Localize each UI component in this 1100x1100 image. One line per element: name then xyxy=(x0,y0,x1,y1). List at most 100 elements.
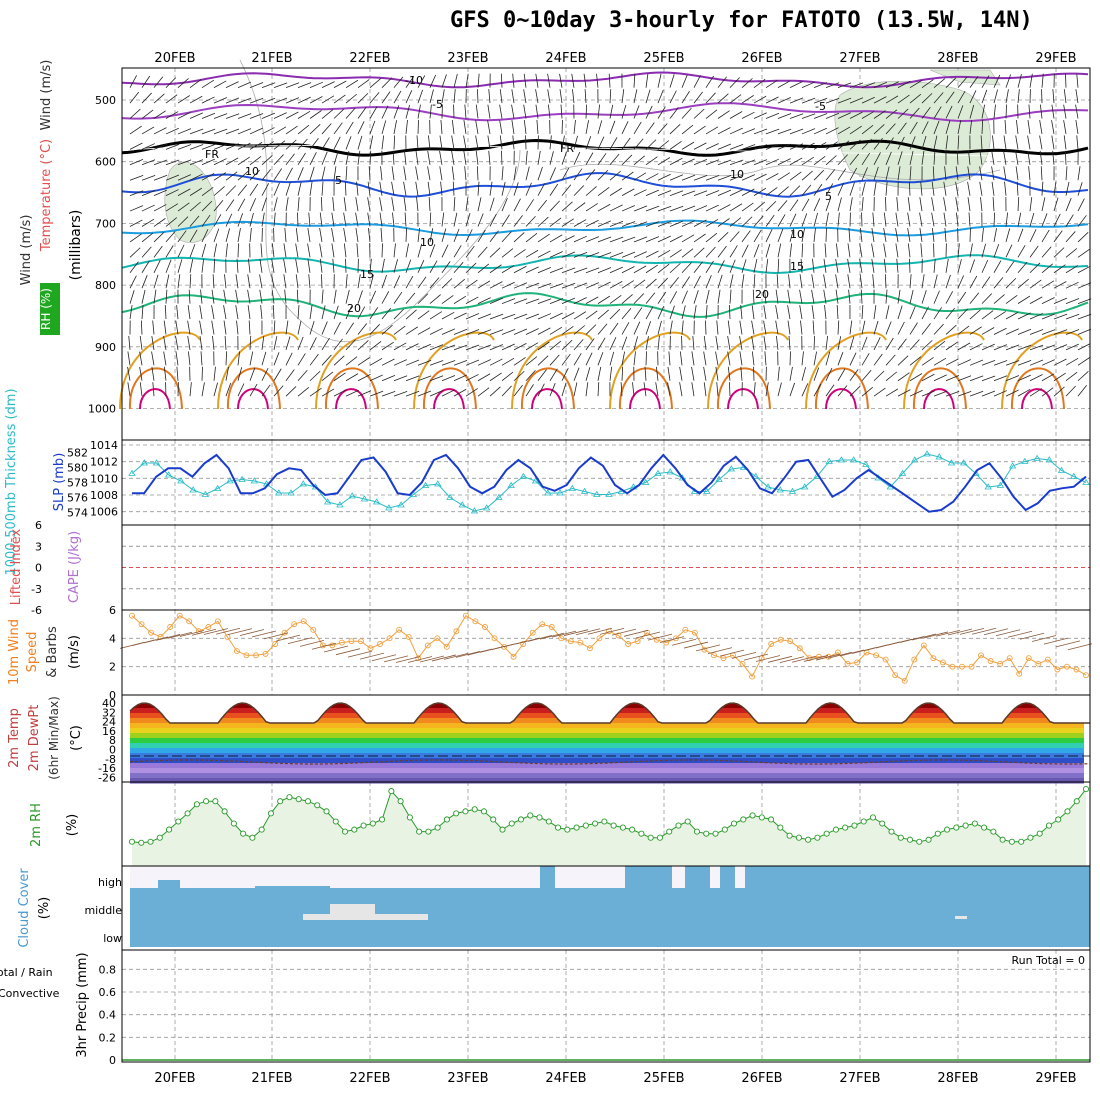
wind-barb xyxy=(1041,297,1055,304)
wind-barb xyxy=(933,258,936,273)
wind-barb xyxy=(645,122,655,135)
wind-barb xyxy=(357,306,366,320)
cloud-high-clear xyxy=(255,866,330,886)
wind-barb xyxy=(969,292,980,304)
wind-barb xyxy=(129,125,142,135)
wind-barb xyxy=(417,227,421,242)
wind-barb xyxy=(585,104,588,119)
wind-barb xyxy=(441,375,456,382)
wind-barb xyxy=(356,243,359,258)
wind-barb xyxy=(153,127,167,135)
wind-barb xyxy=(1065,166,1068,181)
wind-barb xyxy=(609,220,624,227)
wind-barb xyxy=(261,82,276,89)
wind-barb xyxy=(1005,277,1017,289)
wind-barb xyxy=(513,313,528,320)
wind-barb xyxy=(1017,295,1031,304)
wind-barb xyxy=(153,260,161,273)
wind-barb xyxy=(1063,104,1067,119)
wind-barb xyxy=(189,229,198,243)
wind-barb xyxy=(872,212,875,227)
wind-barb xyxy=(165,77,177,88)
wind-barb xyxy=(813,142,827,150)
wind-barb xyxy=(561,184,572,196)
wind-barb xyxy=(585,169,596,181)
wind-barb xyxy=(259,274,263,289)
wind-barb xyxy=(813,127,827,135)
wind-barb xyxy=(981,375,996,382)
wind-barb xyxy=(885,337,894,351)
wind-barb xyxy=(369,357,383,366)
wind-barb xyxy=(981,119,984,134)
wind-barb xyxy=(393,308,405,320)
rh-axis-label: RH (%) xyxy=(39,288,53,330)
wind-barb xyxy=(1065,329,1080,335)
wind-barb xyxy=(165,289,168,304)
rh-point xyxy=(286,794,293,801)
wind-barb xyxy=(885,388,899,397)
wind-barb xyxy=(645,139,657,150)
wind-barb xyxy=(417,310,430,320)
rh-point xyxy=(341,828,349,835)
rh-point xyxy=(555,824,562,831)
rh-point xyxy=(666,828,673,835)
wind-barb xyxy=(621,188,635,196)
thickness-point xyxy=(434,480,442,487)
wind-barb xyxy=(463,135,467,150)
date-label-bottom: 21FEB xyxy=(251,1071,292,1086)
wind-barb xyxy=(271,258,275,273)
wind-barb xyxy=(909,289,914,304)
wind-barb xyxy=(657,73,662,88)
wind-barb xyxy=(585,382,589,397)
wind-barb xyxy=(152,382,155,397)
wind-barb xyxy=(813,367,820,381)
wind-barb xyxy=(1065,265,1079,274)
wind-barb xyxy=(861,386,874,397)
wind-barb xyxy=(525,384,534,397)
wind-tick-label: 2 xyxy=(109,661,116,674)
wind-barb xyxy=(969,119,973,134)
wind-barb xyxy=(1041,313,1056,320)
wind-barb xyxy=(249,183,259,196)
wind-barb xyxy=(909,322,918,335)
rh-shading xyxy=(164,161,217,243)
wind-barb xyxy=(512,135,515,150)
wind-barb xyxy=(861,320,866,335)
wind-barb xyxy=(439,150,443,165)
temp-contour-25 xyxy=(315,331,397,410)
wind-barb xyxy=(477,280,491,289)
thickness-point xyxy=(1057,466,1066,473)
wind-barb xyxy=(981,359,996,366)
wind-barb xyxy=(957,135,960,150)
wind-barb xyxy=(1029,212,1035,227)
wind-barb xyxy=(573,382,578,397)
wind-barb xyxy=(871,243,875,258)
wind-barb xyxy=(1075,89,1079,104)
wind-barb xyxy=(451,166,455,181)
rh-point xyxy=(1082,786,1090,793)
wind-barb xyxy=(343,212,347,227)
wind-barb xyxy=(1017,344,1032,351)
wind-barb xyxy=(788,274,791,289)
wind-barb xyxy=(309,370,321,382)
wind-barb xyxy=(717,245,727,258)
wind-barb xyxy=(369,374,383,382)
wind-barb xyxy=(909,80,923,89)
rh-point xyxy=(1008,838,1015,845)
wind-barb xyxy=(609,153,620,166)
wind-barb xyxy=(1005,228,1011,243)
wind-barb xyxy=(825,227,827,242)
rh-point xyxy=(564,826,571,833)
wind-barb xyxy=(980,135,983,150)
wind-barb xyxy=(741,174,756,181)
wind-barb xyxy=(837,112,851,119)
wind-barb xyxy=(537,369,547,381)
wind-barb xyxy=(825,212,829,227)
wind-barb xyxy=(345,93,358,104)
wind-barb xyxy=(309,181,313,196)
wind-barb xyxy=(897,372,910,382)
wind-barb xyxy=(345,121,354,135)
wind-barb xyxy=(993,360,1008,366)
wind-barb xyxy=(525,166,530,181)
wind-barb xyxy=(969,375,984,382)
